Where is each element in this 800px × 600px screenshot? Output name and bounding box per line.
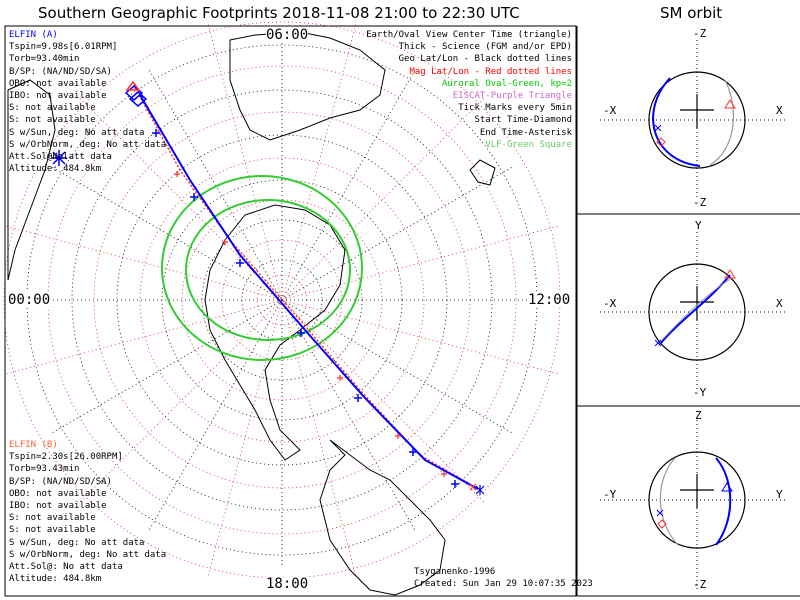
geo-longitude-line	[149, 299, 283, 530]
geo-longitude-line	[281, 167, 512, 301]
track-elfin-b	[134, 87, 481, 491]
elfin-b-info-line: S: not available	[9, 513, 96, 524]
legend-entry: Geo Lat/Lon - Black dotted lines	[398, 54, 572, 65]
elfin-a-info-line: S: not available	[9, 103, 96, 114]
panel1-bottom-label: -Z	[693, 196, 707, 209]
elfin-a-info-line: Torb=93.40min	[9, 54, 80, 65]
legend-entry: Thick - Science (FGM and/or EPD)	[398, 42, 572, 53]
model-label: Tsyganenko-1996	[414, 567, 496, 577]
elfin-b-info-line: Tspin=2.30s[26.00RPM]	[9, 452, 123, 463]
africa-coast	[7, 79, 56, 281]
geo-longitude-line	[52, 167, 283, 301]
elfin-a-info-line: Tspin=9.98s[6.01RPM]	[9, 42, 118, 53]
auroral-oval-outer	[161, 175, 363, 361]
geo-longitude-line	[281, 299, 415, 530]
end-asterisk-a	[475, 485, 485, 495]
auroral-oval	[161, 175, 363, 361]
track-elfin-a-start	[139, 94, 159, 126]
mag-longitude-line	[207, 299, 283, 576]
auroral-oval-inner	[185, 199, 351, 341]
orbit-panel-yz	[600, 420, 785, 590]
elfin-a-info: ELFIN (A) Tspin=9.98s[6.01RPM] Torb=93.40…	[9, 29, 166, 175]
eiscat-marker	[51, 150, 67, 166]
elfin-b-info-line: Altitude: 484.8km	[9, 574, 102, 585]
elfin-b-info-line: S w/OrbNorm, deg: No att data	[9, 549, 167, 560]
panel1-left-label: -X	[603, 104, 617, 117]
start-diamond-a2	[128, 91, 148, 107]
mlt-label-top: 06:00	[266, 27, 309, 43]
elfin-a-name: ELFIN (A)	[9, 30, 58, 40]
elfin-a-info-line: B/SP: (NA/ND/SD/SA)	[9, 66, 112, 77]
antarctica-coast	[204, 204, 346, 461]
legend-entry: End Time-Asterisk	[479, 127, 572, 138]
geo-longitude-line	[149, 70, 283, 301]
panel1-top-label: -Z	[693, 27, 707, 40]
elfin-a-info-line: S w/OrbNorm, deg: No att data	[9, 139, 167, 150]
map-frame	[4, 25, 577, 597]
elfin-a-info-line: IBO: not available	[9, 91, 107, 102]
elfin-b-info-line: S: not available	[9, 525, 96, 536]
created-label: Created: Sun Jan 29 10:07:35 2023	[414, 579, 593, 589]
longitude-grid	[6, 24, 558, 576]
elfin-a-info-line: Att.Sol@Nolatt data	[9, 152, 112, 163]
panel3-bottom-label: -Z	[693, 578, 707, 591]
elfin-a-info-line: S w/Sun, deg: No att data	[9, 127, 145, 138]
legend-entry: Start Time-Diamond	[474, 115, 572, 126]
australia-coast	[229, 31, 386, 141]
panel3-right-label: Y	[776, 488, 783, 501]
mlt-label-left: 00:00	[8, 292, 51, 308]
panel2-top-label: Y	[695, 219, 702, 232]
orbit-panel-xy	[600, 232, 785, 392]
elfin-b-info-line: IBO: not available	[9, 501, 107, 512]
elfin-b-name: ELFIN (B)	[9, 440, 58, 450]
coastlines	[7, 31, 496, 596]
newzealand-coast	[469, 159, 496, 186]
elfin-a-info-line: OBO: not available	[9, 78, 107, 89]
panel1-right-label: X	[776, 104, 783, 117]
elfin-b-info: ELFIN (B) Tspin=2.30s[26.00RPM] Torb=93.4…	[9, 439, 166, 585]
elfin-b-info-line: OBO: not available	[9, 488, 107, 499]
orbit-title: SM orbit	[660, 4, 723, 22]
panel2-bottom-label: -Y	[693, 386, 707, 399]
legend-entry: EISCAT-Purple Triangle	[452, 91, 572, 102]
elfin-b-info-line: Att.Sol@: No att data	[9, 562, 123, 573]
plot-title: Southern Geographic Footprints 2018-11-0…	[38, 4, 520, 22]
elfin-b-info-line: S w/Sun, deg: No att data	[9, 537, 145, 548]
end-asterisk-b	[469, 483, 477, 491]
orbit-panel-xz	[600, 40, 785, 200]
panel2-left-label: -X	[603, 297, 617, 310]
tick-marks-b	[174, 171, 447, 477]
geo-longitude-line	[52, 299, 283, 433]
panel3-top-label: Z	[695, 409, 702, 422]
mag-longitude-line	[207, 24, 283, 301]
tick-marks-a	[152, 129, 459, 488]
legend-entry: Earth/Oval View Center Time (triangle)	[366, 30, 572, 40]
panel3-left-label: -Y	[603, 488, 617, 501]
panel2-right-label: X	[776, 297, 783, 310]
legend-entry: VLF-Green Square	[485, 139, 572, 150]
start-triangle-b	[125, 80, 141, 91]
elfin-b-info-line: B/SP: (NA/ND/SD/SA)	[9, 476, 112, 487]
legend-entry: Tick Marks every 5min	[458, 103, 572, 114]
mag-longitude-line	[281, 24, 357, 301]
geo-longitude-line	[281, 299, 512, 433]
elfin-a-info-line: S: not available	[9, 115, 96, 126]
mlt-label-bottom: 18:00	[266, 576, 309, 592]
geo-longitude-line	[281, 70, 415, 301]
elfin-a-info-line: Altitude: 484.8km	[9, 164, 102, 175]
track-elfin-a	[139, 94, 479, 490]
mag-longitude-line	[281, 225, 558, 301]
legend-entry: Mag Lat/Lon - Red dotted lines	[409, 66, 572, 77]
southamerica-coast	[319, 439, 446, 596]
mlt-label-right: 12:00	[528, 292, 571, 308]
legend: Earth/Oval View Center Time (triangle) Th…	[366, 29, 572, 151]
elfin-b-info-line: Torb=93.43min	[9, 464, 80, 475]
legend-entry: Auroral Oval-Green, kp=2	[441, 78, 572, 89]
